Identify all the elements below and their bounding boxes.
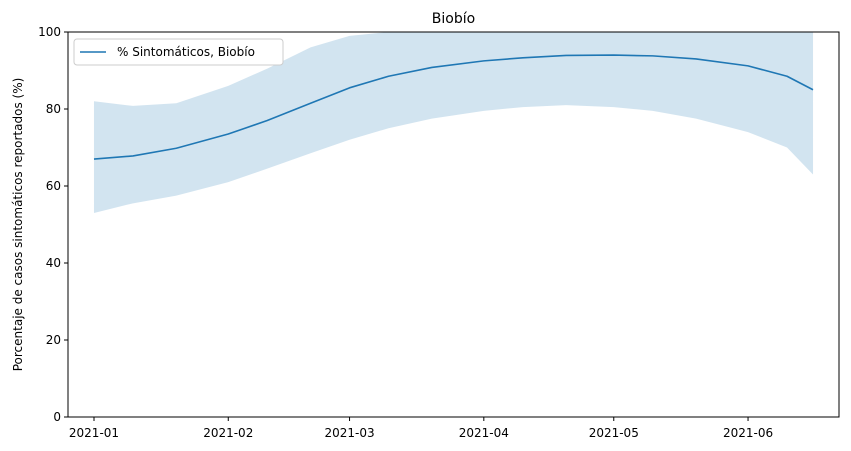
x-tick-label: 2021-03 <box>324 426 374 440</box>
confidence-band-layer <box>93 32 814 213</box>
confidence-band-0 <box>93 32 814 213</box>
y-tick-label: 40 <box>46 256 61 270</box>
legend: % Sintomáticos, Biobío <box>73 38 284 66</box>
y-tick-label: 60 <box>46 179 61 193</box>
legend-label: % Sintomáticos, Biobío <box>117 45 255 59</box>
x-axis: 2021-01 2021-02 2021-03 2021-04 2021-05 2021-… <box>69 417 773 440</box>
y-tick-label: 80 <box>46 102 61 116</box>
legend-box <box>73 38 284 66</box>
series-line-0 <box>93 54 814 160</box>
chart-title: Biobío <box>432 11 475 27</box>
x-tick-label: 2021-06 <box>723 426 773 440</box>
series-line-layer <box>93 54 814 160</box>
x-tick-label: 2021-04 <box>459 426 509 440</box>
x-tick-label: 2021-02 <box>203 426 253 440</box>
plot-frame <box>67 31 840 418</box>
x-tick-label: 2021-01 <box>69 426 119 440</box>
x-tick-label: 2021-05 <box>589 426 639 440</box>
y-axis: 0 20 40 60 80 100 <box>38 25 68 424</box>
y-axis-label: Porcentaje de casos sintomáticos reporta… <box>11 78 25 372</box>
y-tick-label: 100 <box>38 25 61 39</box>
y-tick-label: 20 <box>46 333 61 347</box>
y-tick-label: 0 <box>53 410 61 424</box>
